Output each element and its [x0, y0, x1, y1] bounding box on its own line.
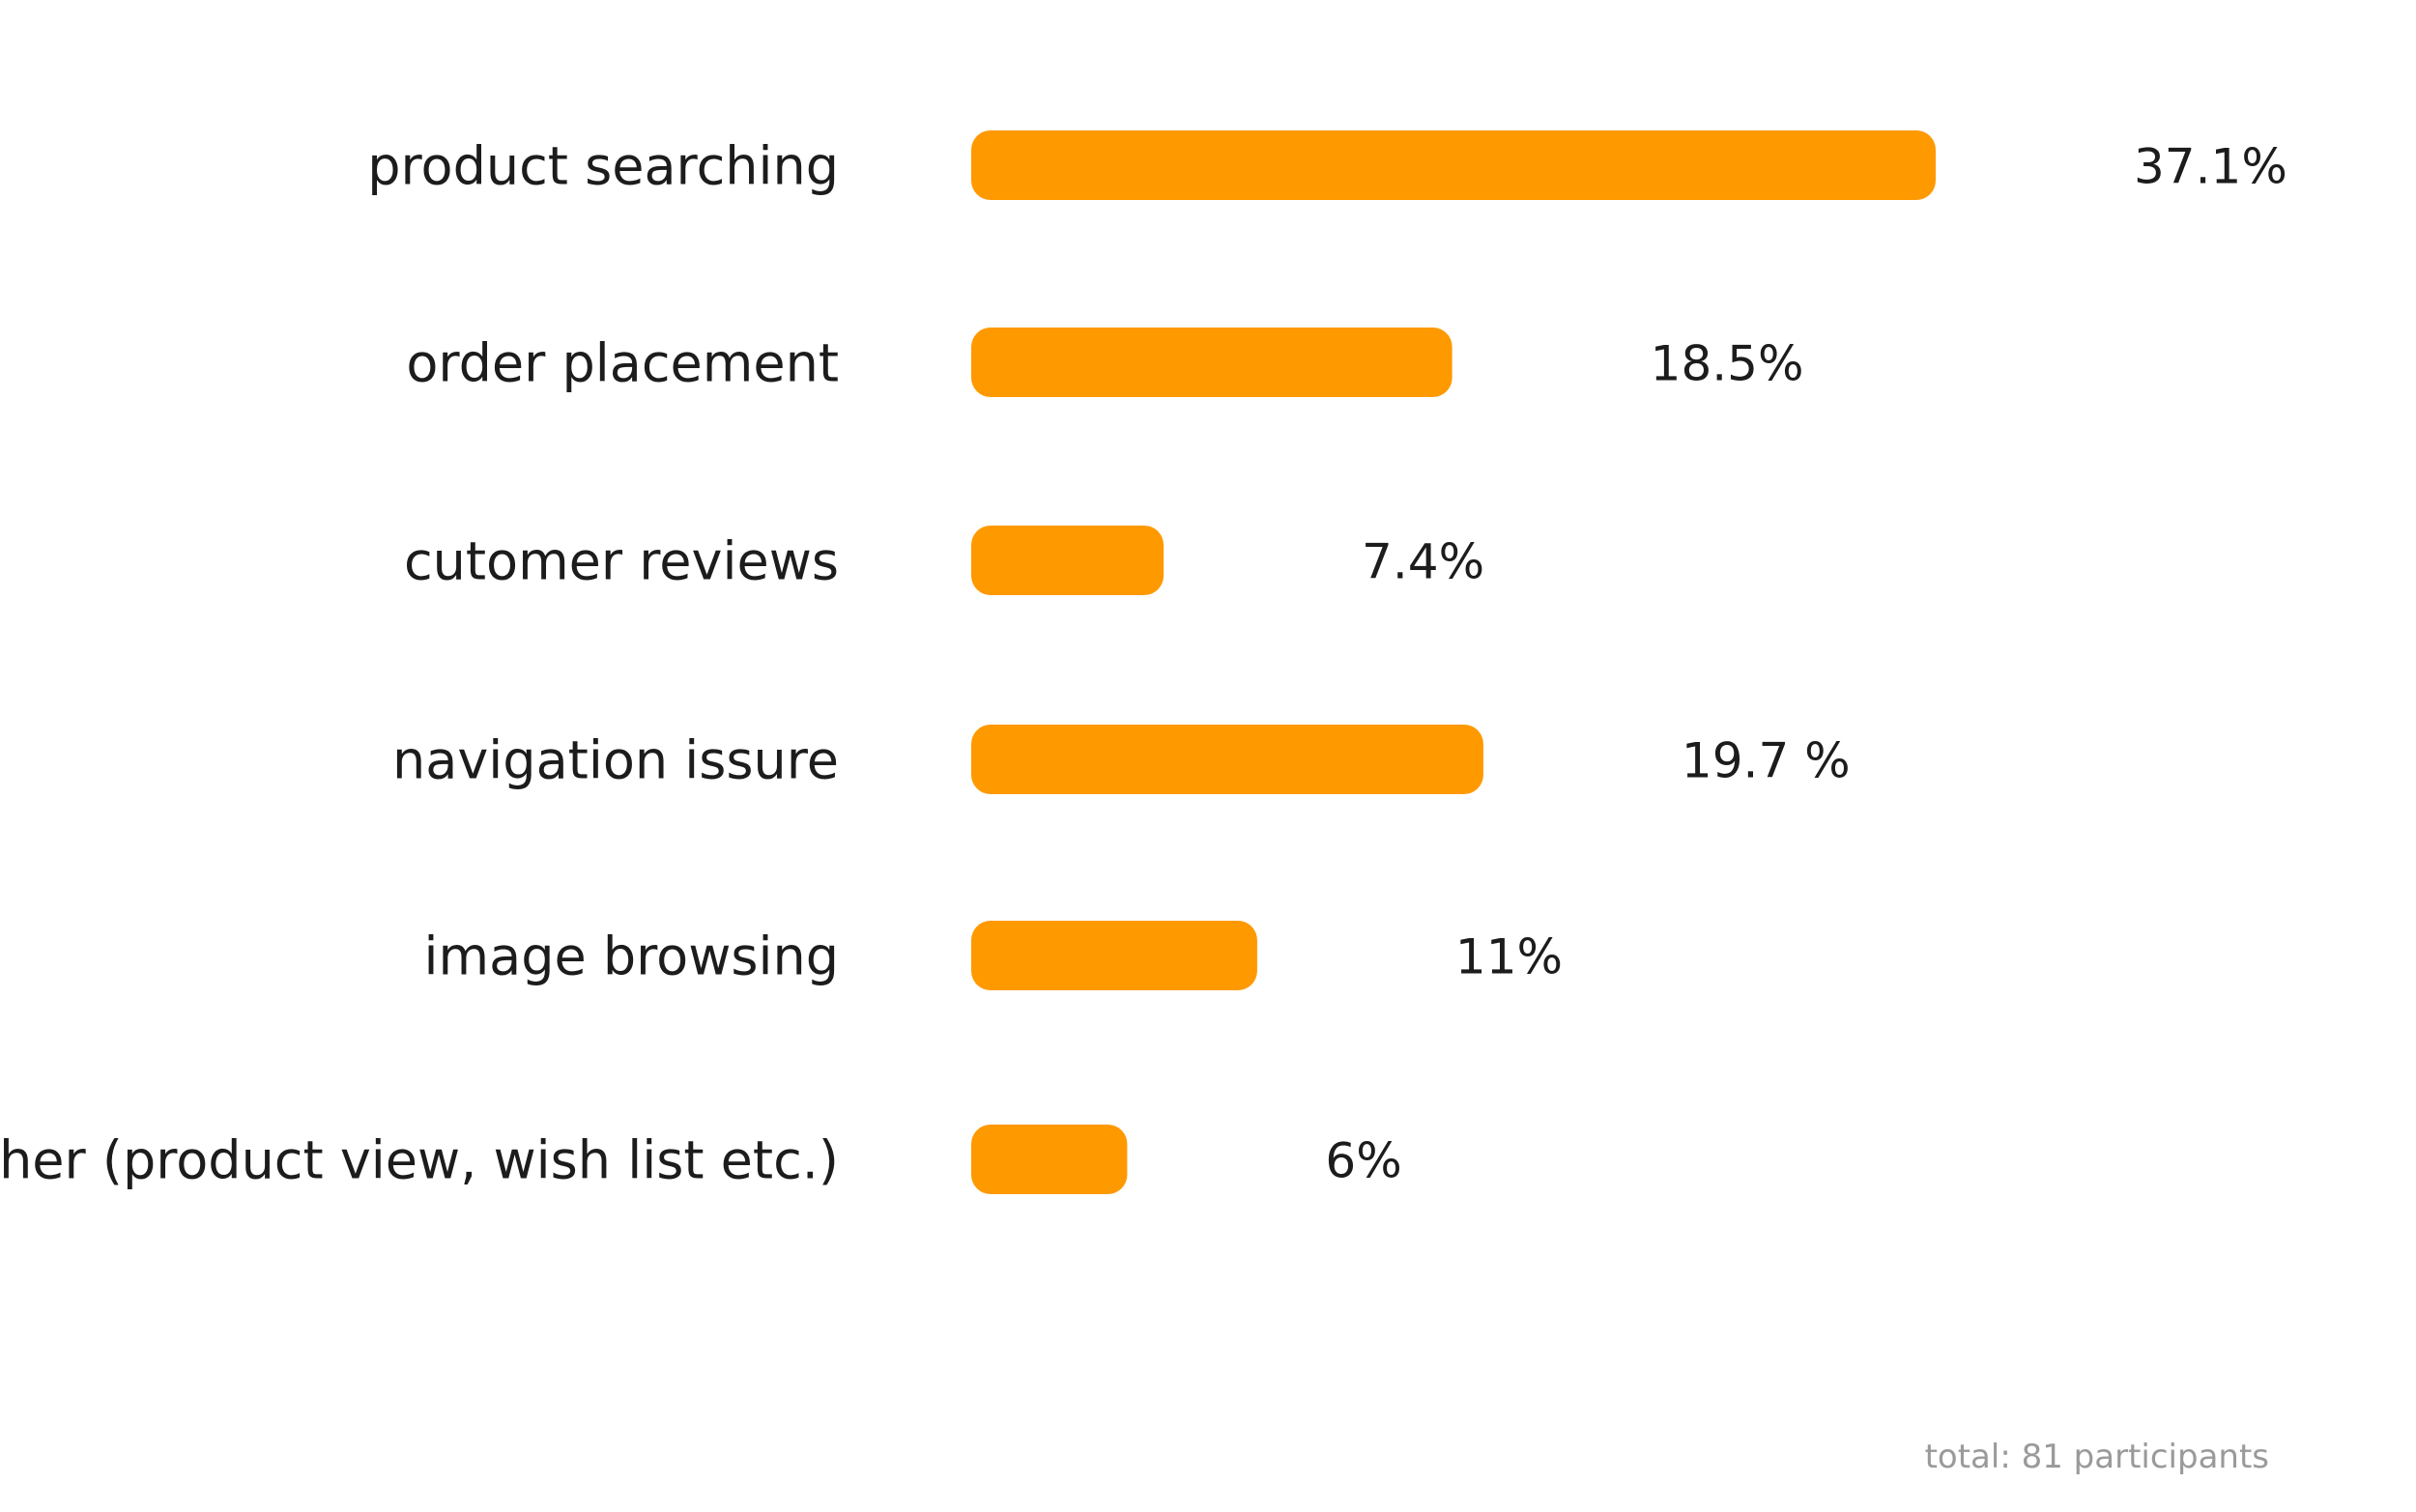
bar: [971, 1125, 1128, 1194]
value-label: 6%: [1325, 1133, 1401, 1189]
value-label: 11%: [1455, 929, 1563, 985]
total-participants-note: total: 81 participants: [1924, 1438, 2269, 1476]
category-label: image browsing: [424, 927, 840, 987]
category-label: other (product view, wish list etc.): [0, 1130, 839, 1191]
category-label: navigation issure: [392, 730, 839, 791]
category-label: cutomer reviews: [404, 531, 839, 592]
bar: [971, 725, 1483, 794]
bar: [971, 328, 1452, 397]
category-label: order placement: [406, 333, 839, 394]
bar: [971, 921, 1257, 990]
bar: [971, 130, 1936, 200]
value-label: 37.1%: [2134, 139, 2287, 195]
value-label: 18.5%: [1651, 336, 1804, 392]
value-label: 19.7 %: [1682, 733, 1851, 789]
category-label: product searching: [367, 136, 839, 197]
bar: [971, 526, 1165, 595]
value-label: 7.4%: [1362, 534, 1484, 590]
